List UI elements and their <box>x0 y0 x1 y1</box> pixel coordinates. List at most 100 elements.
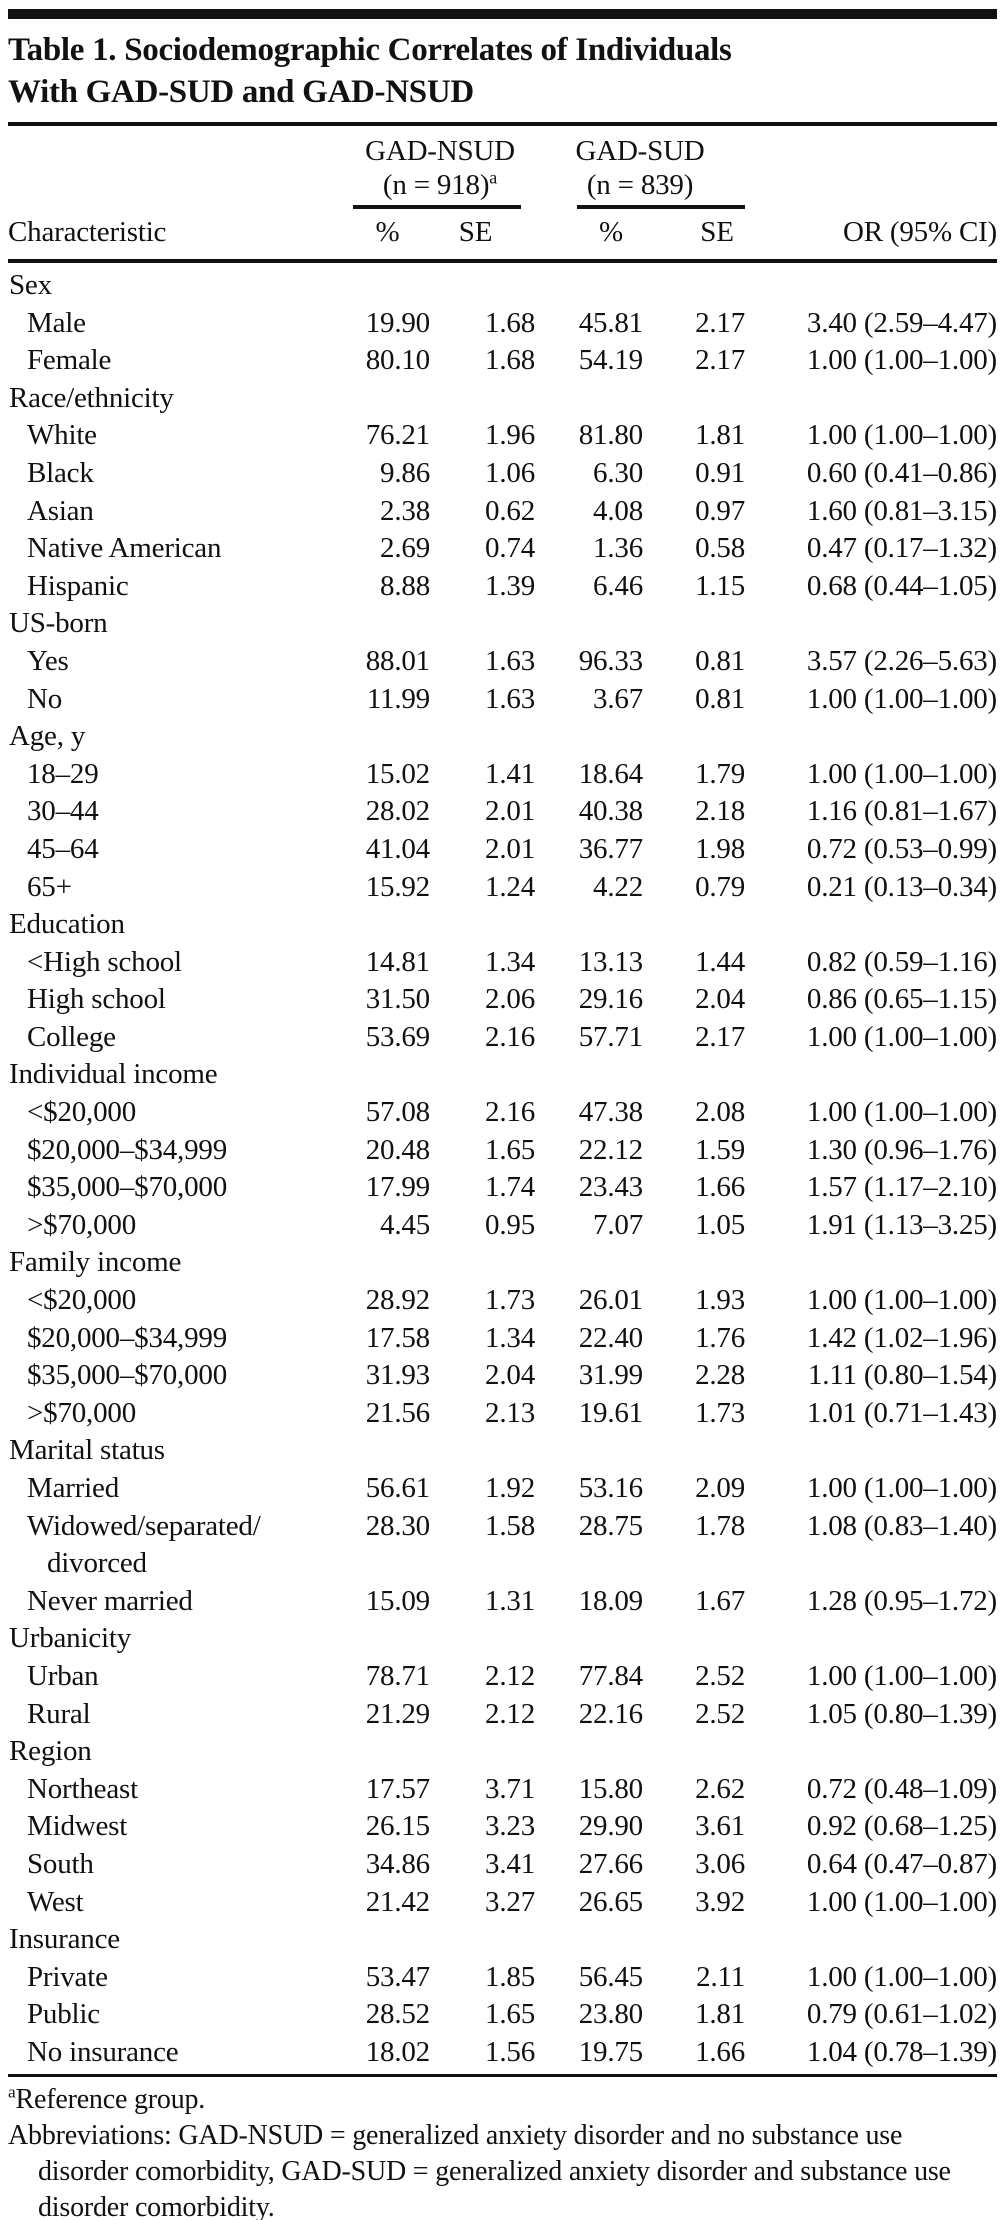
cell-se-sud: 1.98 <box>695 832 746 865</box>
group2-name: GAD-SUD <box>575 135 705 167</box>
cell-pct-nsud <box>345 1921 430 1959</box>
cell-se-sud: 0.81 <box>695 682 746 715</box>
group-header-gad-sud: GAD-SUD (n = 839) <box>535 126 746 209</box>
cell-characteristic: No insurance <box>8 2033 345 2077</box>
table-row: Hispanic 8.88 1.39 6.46 1.15 0.68 (0.44–1.05) <box>8 568 997 606</box>
cell-or-ci: 1.30 (0.96–1.76) <box>806 1133 998 1166</box>
cell-pct-nsud: 80.10 <box>365 344 430 377</box>
row-label: Individual income <box>9 1058 218 1091</box>
cell-pct-nsud: 21.42 <box>365 1885 430 1918</box>
cell-characteristic: <$20,000 <box>8 1094 345 1132</box>
row-label: College <box>27 1020 116 1053</box>
cell-se-nsud: 2.13 <box>485 1396 535 1429</box>
cell-se-sud: 2.62 <box>695 1772 746 1805</box>
cell-se-nsud: 1.34 <box>485 945 535 978</box>
cell-se-sud: 1.78 <box>695 1509 746 1542</box>
table-row: Widowed/separated/divorced 28.30 1.58 28.75… <box>8 1508 997 1583</box>
cell-characteristic: Hispanic <box>8 568 345 606</box>
cell-characteristic: Marital status <box>8 1432 345 1470</box>
cell-pct-sud: 23.43 <box>578 1171 643 1204</box>
table-row: No 11.99 1.63 3.67 0.81 1.00 (1.00–1.00) <box>8 681 997 719</box>
cell-characteristic: Urbanicity <box>8 1620 345 1658</box>
cell-characteristic: Married <box>8 1470 345 1508</box>
cell-characteristic: $35,000–$70,000 <box>8 1169 345 1207</box>
group-header-row: GAD-NSUD (n = 918)a GAD-SUD (n = 839) <box>8 126 997 209</box>
table-row: >$70,000 4.45 0.95 7.07 1.05 1.91 (1.13–3.25) <box>8 1207 997 1245</box>
cell-se-sud <box>643 1056 745 1094</box>
cell-characteristic: High school <box>8 981 345 1019</box>
cell-pct-nsud: 15.02 <box>365 757 430 790</box>
table-row: Rural 21.29 2.12 22.16 2.52 1.05 (0.80–1.39) <box>8 1696 997 1734</box>
cell-characteristic: 65+ <box>8 869 345 907</box>
cell-characteristic: <High school <box>8 944 345 982</box>
cell-characteristic: >$70,000 <box>8 1395 345 1433</box>
cell-pct-nsud: 78.71 <box>365 1659 430 1692</box>
cell-se-nsud: 1.92 <box>485 1472 535 1504</box>
cell-pct-sud: 81.80 <box>578 419 643 452</box>
cell-se-sud <box>643 1432 745 1470</box>
cell-se-nsud: 1.73 <box>485 1284 535 1317</box>
cell-se-nsud: 1.68 <box>485 306 535 339</box>
cell-se-sud: 1.66 <box>643 2033 745 2077</box>
cell-pct-nsud <box>345 380 430 418</box>
cell-or-ci <box>745 1620 997 1658</box>
row-label: Married <box>27 1472 120 1504</box>
table-row: $35,000–$70,000 17.99 1.74 23.43 1.66 1.57 (1… <box>8 1169 997 1207</box>
cell-characteristic: <$20,000 <box>8 1282 345 1320</box>
cell-pct-nsud: 9.86 <box>380 456 430 489</box>
cell-se-nsud: 0.95 <box>485 1208 535 1241</box>
cell-characteristic: Urban <box>8 1658 345 1696</box>
cell-characteristic: 45–64 <box>8 831 345 869</box>
cell-se-nsud: 3.71 <box>485 1772 535 1805</box>
cell-se-sud: 3.06 <box>695 1847 746 1880</box>
cell-se-nsud <box>430 261 535 305</box>
column-header-se-sud: SE <box>643 209 746 263</box>
row-label: Marital status <box>9 1434 165 1467</box>
table-group-row: US-born <box>8 605 997 643</box>
cell-pct-sud: 22.12 <box>578 1133 643 1166</box>
cell-characteristic: Insurance <box>8 1921 345 1959</box>
cell-pct-sud: 96.33 <box>578 644 643 677</box>
cell-or-ci: 1.60 (0.81–3.15) <box>806 494 998 527</box>
row-label: Insurance <box>9 1923 120 1956</box>
cell-se-nsud <box>430 906 535 944</box>
cell-or-ci: 0.92 (0.68–1.25) <box>806 1810 998 1843</box>
cell-se-sud: 1.05 <box>695 1208 746 1241</box>
spacer-cell <box>745 126 997 209</box>
cell-se-sud: 1.59 <box>695 1133 746 1166</box>
top-rule <box>8 9 997 19</box>
cell-characteristic: Public <box>8 1996 345 2034</box>
cell-se-nsud: 1.68 <box>485 344 535 377</box>
cell-pct-sud: 26.01 <box>578 1284 643 1317</box>
cell-or-ci: 3.57 (2.26–5.63) <box>806 644 998 677</box>
cell-or-ci: 1.16 (0.81–1.67) <box>806 795 998 828</box>
cell-or-ci: 0.72 (0.48–1.09) <box>806 1772 998 1805</box>
row-label: Never married <box>27 1584 193 1617</box>
row-label: 18–29 <box>27 757 99 790</box>
cell-pct-nsud: 28.02 <box>365 795 430 828</box>
cell-characteristic: Female <box>8 342 345 380</box>
cell-or-ci: 1.42 (1.02–1.96) <box>806 1321 998 1354</box>
cell-se-nsud: 1.63 <box>485 644 535 677</box>
table-footnotes: aReference group. Abbreviations: GAD-NSU… <box>8 2082 997 2220</box>
cell-pct-nsud: 17.99 <box>365 1171 430 1204</box>
table-row: <High school 14.81 1.34 13.13 1.44 0.82 (0.59… <box>8 944 997 982</box>
cell-pct-sud: 15.80 <box>578 1772 643 1805</box>
table-title-line1: Table 1. Sociodemographic Correlates of … <box>8 32 732 68</box>
table-group-row: Education <box>8 906 997 944</box>
table-group-row: Age, y <box>8 718 997 756</box>
cell-pct-sud: 1.36 <box>593 532 643 565</box>
cell-pct-nsud <box>345 1432 430 1470</box>
cell-or-ci: 0.68 (0.44–1.05) <box>806 569 998 602</box>
table-row: <$20,000 28.92 1.73 26.01 1.93 1.00 (1.00–1.0… <box>8 1282 997 1320</box>
cell-characteristic: Northeast <box>8 1771 345 1809</box>
row-label: Rural <box>27 1697 91 1730</box>
group1-name: GAD-NSUD <box>365 135 515 167</box>
row-label: <$20,000 <box>27 1284 137 1317</box>
table-header: GAD-NSUD (n = 918)a GAD-SUD (n = 839) Ch… <box>8 126 997 263</box>
cell-characteristic: Age, y <box>8 718 345 756</box>
cell-pct-nsud <box>345 1620 430 1658</box>
table-row: Public 28.52 1.65 23.80 1.81 0.79 (0.61–1.02) <box>8 1996 997 2034</box>
cell-pct-nsud: 2.38 <box>380 494 430 527</box>
cell-or-ci: 1.00 (1.00–1.00) <box>806 344 998 377</box>
